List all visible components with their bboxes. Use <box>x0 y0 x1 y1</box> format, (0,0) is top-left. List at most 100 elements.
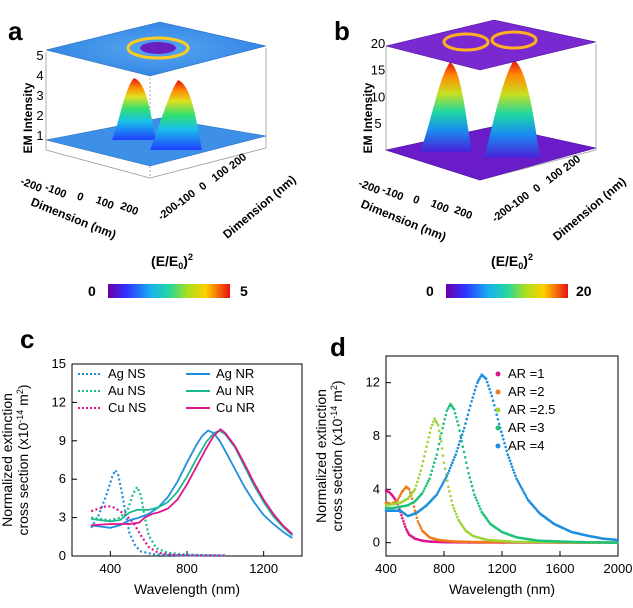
panel-b-top-ring-left <box>442 32 490 52</box>
a-yticks-label: 100 <box>210 164 232 185</box>
data-point <box>472 392 476 396</box>
data-point <box>421 492 424 495</box>
data-point <box>443 478 446 482</box>
d-legend-item: AR =2.5 <box>495 402 555 417</box>
data-point <box>517 481 521 485</box>
data-point <box>404 525 407 528</box>
data-point <box>437 429 441 433</box>
data-point <box>484 377 488 381</box>
data-point <box>444 413 448 417</box>
c-ytick-label: 15 <box>52 356 66 371</box>
b-xticks-label: 0 <box>411 194 421 207</box>
c-legend-item: Ag NS <box>78 366 146 381</box>
data-point <box>508 459 512 463</box>
panel-b-zlabel: EM Intensity <box>361 82 375 153</box>
panel-c-chart: 400 800 1200 0 3 6 9 12 15 Wavelength (nm) Normali… <box>0 356 303 597</box>
data-point <box>440 432 443 435</box>
d-legend-label: AR =4 <box>508 438 545 453</box>
d-legend-label: AR =2 <box>508 384 545 399</box>
c-ytick-label: 9 <box>59 433 66 448</box>
b-zticks-label: 5 <box>374 116 381 131</box>
panel-d-chart: 400 800 1200 1600 2000 0 4 8 12 Wavelength (nm) No… <box>313 355 633 597</box>
data-point <box>504 445 507 449</box>
c-ytick-label: 6 <box>59 471 66 486</box>
data-point <box>469 404 472 408</box>
c-legend-item: Cu NR <box>186 400 255 415</box>
data-point <box>506 453 510 457</box>
d-legend-label: AR =1 <box>508 366 545 381</box>
c-legend: Ag NS Au NS Cu NS Ag NR Au NR Cu NR <box>78 366 255 415</box>
a-xticks-label: 200 <box>118 200 140 218</box>
d-ylabel-line2: cross section (x10-14 m2) <box>329 380 345 531</box>
data-point <box>463 456 467 459</box>
data-point <box>421 459 425 463</box>
b-xticks-label: -200 <box>357 178 382 197</box>
panel-a-top-ring <box>126 36 190 60</box>
data-point <box>518 483 522 487</box>
d-ytick-label: 8 <box>373 428 380 443</box>
data-point <box>459 436 463 440</box>
data-point <box>439 440 443 443</box>
data-point <box>416 520 420 523</box>
panel-a-colorbar-gradient <box>108 284 230 298</box>
panel-a-zticks: 1 2 3 4 5 <box>36 48 43 143</box>
d-series-ar4 <box>384 373 619 542</box>
c-legend-label: Au NR <box>216 383 254 398</box>
data-point <box>442 461 446 465</box>
data-point <box>433 461 436 465</box>
data-point <box>524 494 528 498</box>
c-ytick-label: 12 <box>52 394 66 409</box>
data-point <box>472 489 475 492</box>
data-point <box>445 474 449 478</box>
data-point <box>485 380 489 384</box>
data-point <box>468 476 472 479</box>
c-series-au-nr <box>91 429 294 537</box>
data-point <box>427 436 431 439</box>
panel-b-ylabel: Dimension (nm) <box>550 174 628 243</box>
data-point <box>398 494 402 498</box>
panel-a-peak-left <box>112 78 156 140</box>
data-point <box>396 498 399 502</box>
data-point <box>454 453 457 457</box>
data-point <box>476 502 480 505</box>
b-xticks-label: 100 <box>429 198 451 216</box>
data-point <box>423 487 427 490</box>
data-point <box>444 476 448 480</box>
c-xtick-label: 800 <box>176 561 198 576</box>
data-point <box>452 408 456 411</box>
d-xtick-label: 1600 <box>546 561 575 576</box>
data-point <box>449 494 452 498</box>
data-point <box>402 520 405 523</box>
b-zticks-label: 15 <box>371 63 385 78</box>
a-zticks-label: 5 <box>36 48 43 63</box>
data-point <box>477 379 480 383</box>
data-point <box>453 456 456 459</box>
data-point <box>474 496 478 499</box>
data-point <box>432 420 435 424</box>
data-point <box>448 466 452 470</box>
c-legend-label: Cu NS <box>108 400 147 415</box>
d-legend-swatch <box>495 389 501 395</box>
data-point <box>425 445 428 449</box>
d-xtick-label: 2000 <box>604 561 633 576</box>
d-legend-label: AR =2.5 <box>508 402 555 417</box>
data-point <box>465 417 469 421</box>
data-point <box>461 445 465 449</box>
d-legend-item: AR =2 <box>495 384 545 399</box>
panel-b-colorbar: (E/E0)2 0 20 <box>426 252 592 299</box>
panel-b-zticks: 5 10 15 20 <box>371 36 385 131</box>
data-point <box>497 422 501 426</box>
data-point <box>470 400 473 403</box>
d-legend-swatch <box>495 407 501 413</box>
data-point <box>516 479 519 483</box>
d-series-ar3 <box>384 402 619 544</box>
a-zticks-label: 1 <box>36 128 43 143</box>
data-point <box>448 490 451 493</box>
panel-b-letter: b <box>334 16 350 46</box>
data-point <box>407 488 411 491</box>
c-series-ag-ns <box>90 468 226 557</box>
a-xticks-label: -200 <box>19 176 44 195</box>
d-legend-item: AR =3 <box>495 420 545 435</box>
data-point <box>474 385 478 388</box>
panel-a-peak-right <box>150 80 202 150</box>
